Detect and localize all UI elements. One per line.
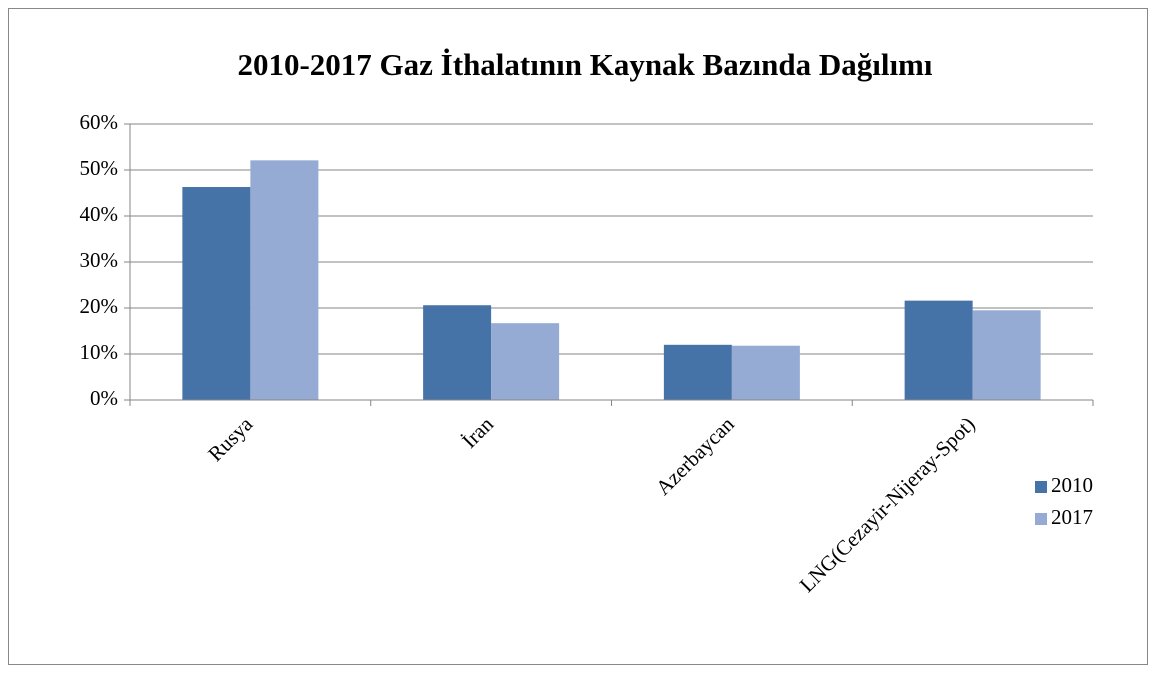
bar — [731, 345, 800, 400]
bar — [491, 323, 560, 400]
y-tick-label: 40% — [80, 202, 119, 226]
y-tick-label: 0% — [90, 386, 118, 410]
bar — [904, 300, 973, 400]
chart-title: 2010-2017 Gaz İthalatının Kaynak Bazında… — [237, 47, 932, 82]
y-tick-label: 10% — [80, 340, 119, 364]
y-tick-label: 60% — [80, 110, 119, 134]
bar — [250, 160, 319, 400]
legend-label: 2010 — [1051, 473, 1093, 497]
legend-swatch — [1035, 513, 1047, 525]
bar — [423, 305, 492, 400]
legend-swatch — [1035, 481, 1047, 493]
y-tick-label: 50% — [80, 156, 119, 180]
y-tick-label: 20% — [80, 294, 119, 318]
legend-label: 2017 — [1051, 505, 1093, 529]
bar — [182, 187, 251, 400]
bar — [972, 310, 1041, 400]
bar — [663, 344, 732, 400]
y-tick-label: 30% — [80, 248, 119, 272]
